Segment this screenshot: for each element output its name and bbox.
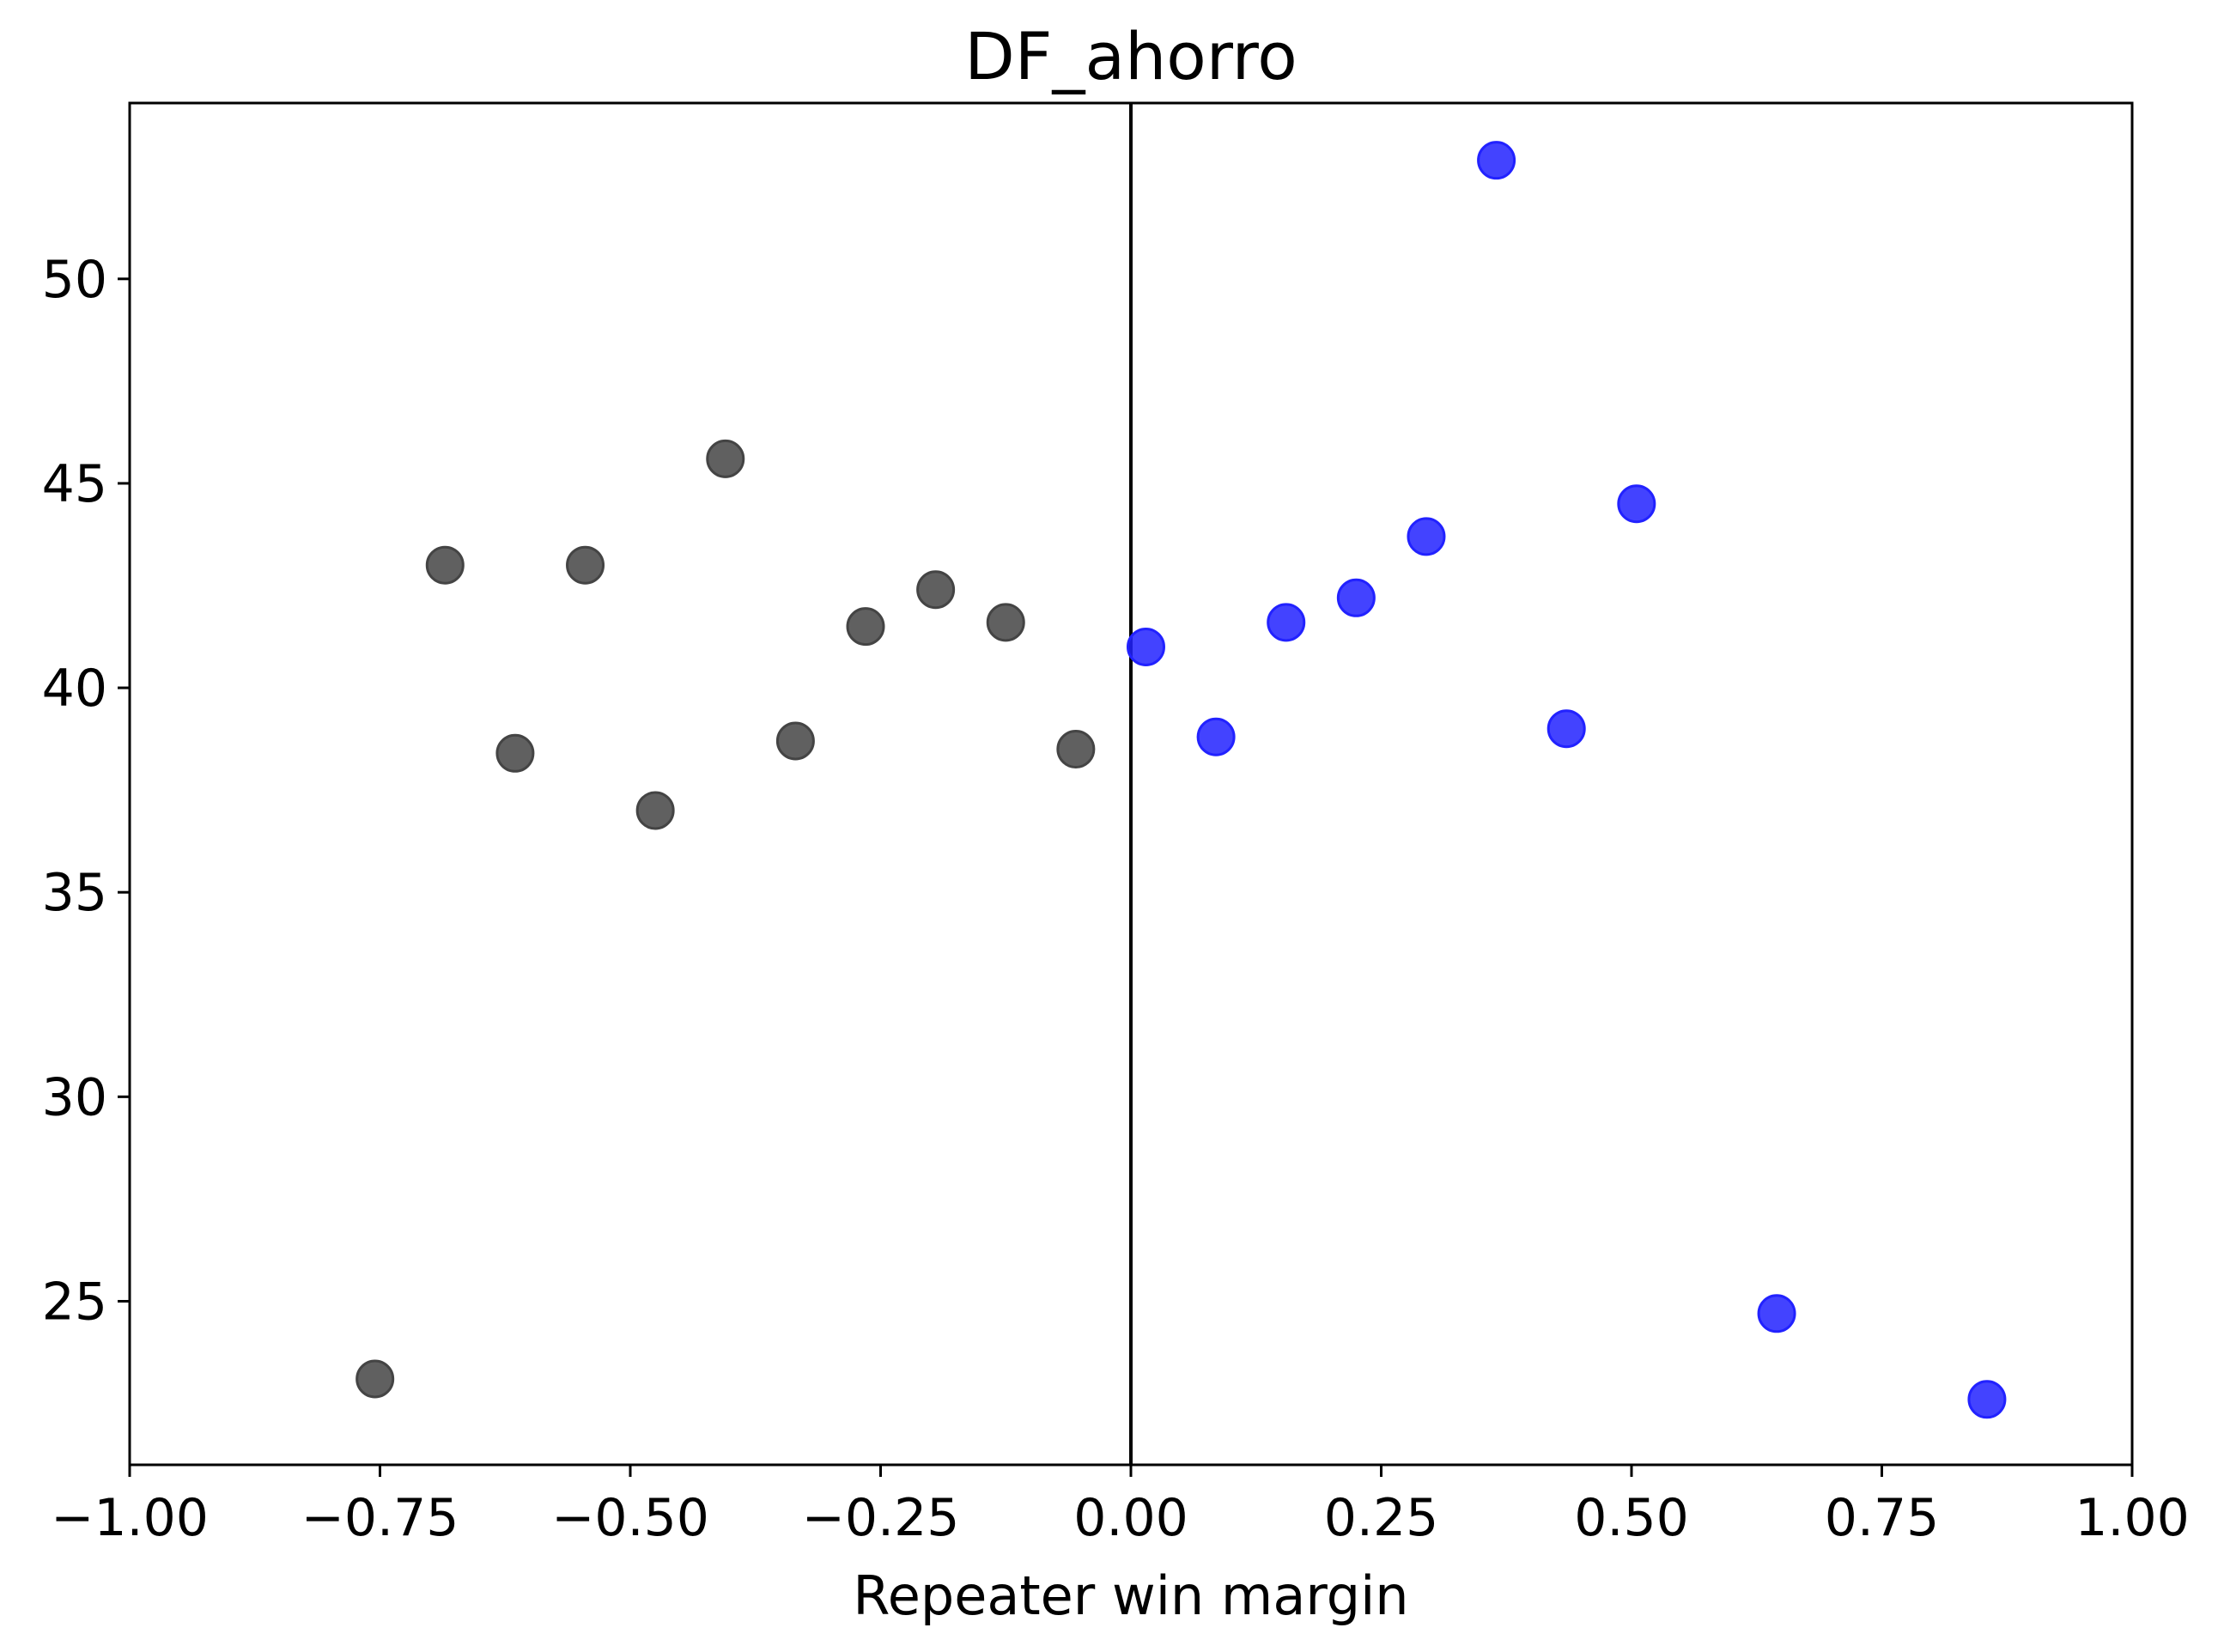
x-tick-label: 0.75: [1825, 1488, 1940, 1548]
data-point: [1267, 603, 1306, 642]
x-axis: −1.00 −0.75 −0.50 −0.25 0.00 0.25 0.50 0.75 1.00: [51, 1465, 2190, 1548]
data-point: [355, 1359, 395, 1399]
x-tick-label: −1.00: [51, 1488, 209, 1548]
data-point: [1547, 709, 1586, 749]
data-point: [1407, 517, 1446, 556]
data-point: [1967, 1380, 2007, 1419]
data-point: [706, 439, 745, 478]
x-tick-label: 0.00: [1073, 1488, 1188, 1548]
data-point: [635, 791, 675, 830]
series-0: [355, 439, 1096, 1399]
y-tick-label: 50: [42, 250, 107, 310]
series-1: [1126, 141, 2007, 1419]
y-tick-label: 30: [42, 1067, 107, 1127]
data-point: [1757, 1294, 1796, 1333]
chart-title: DF_ahorro: [964, 18, 1297, 94]
data-point: [775, 721, 815, 761]
y-tick-label: 25: [42, 1272, 107, 1332]
data-point: [986, 603, 1025, 642]
data-point: [1336, 578, 1376, 617]
data-point: [1196, 717, 1236, 756]
data-point: [846, 607, 885, 647]
x-tick-label: −0.25: [802, 1488, 960, 1548]
data-point: [1477, 141, 1516, 180]
y-tick-label: 40: [42, 659, 107, 719]
data-point: [566, 545, 605, 585]
data-point: [1126, 627, 1165, 666]
x-axis-label: Repeater win margin: [853, 1564, 1408, 1627]
x-tick-label: −0.50: [551, 1488, 709, 1548]
data-point: [495, 733, 535, 773]
data-point: [916, 570, 956, 610]
data-point: [1056, 730, 1096, 769]
data-point: [425, 545, 465, 585]
y-tick-label: 45: [42, 454, 107, 514]
x-tick-label: 0.50: [1574, 1488, 1689, 1548]
x-tick-label: 0.25: [1324, 1488, 1439, 1548]
y-tick-label: 35: [42, 863, 107, 923]
data-point: [1617, 484, 1656, 524]
x-tick-label: −0.75: [301, 1488, 459, 1548]
x-tick-label: 1.00: [2075, 1488, 2190, 1548]
y-axis: 25 30 35 40 45 50: [42, 250, 130, 1332]
